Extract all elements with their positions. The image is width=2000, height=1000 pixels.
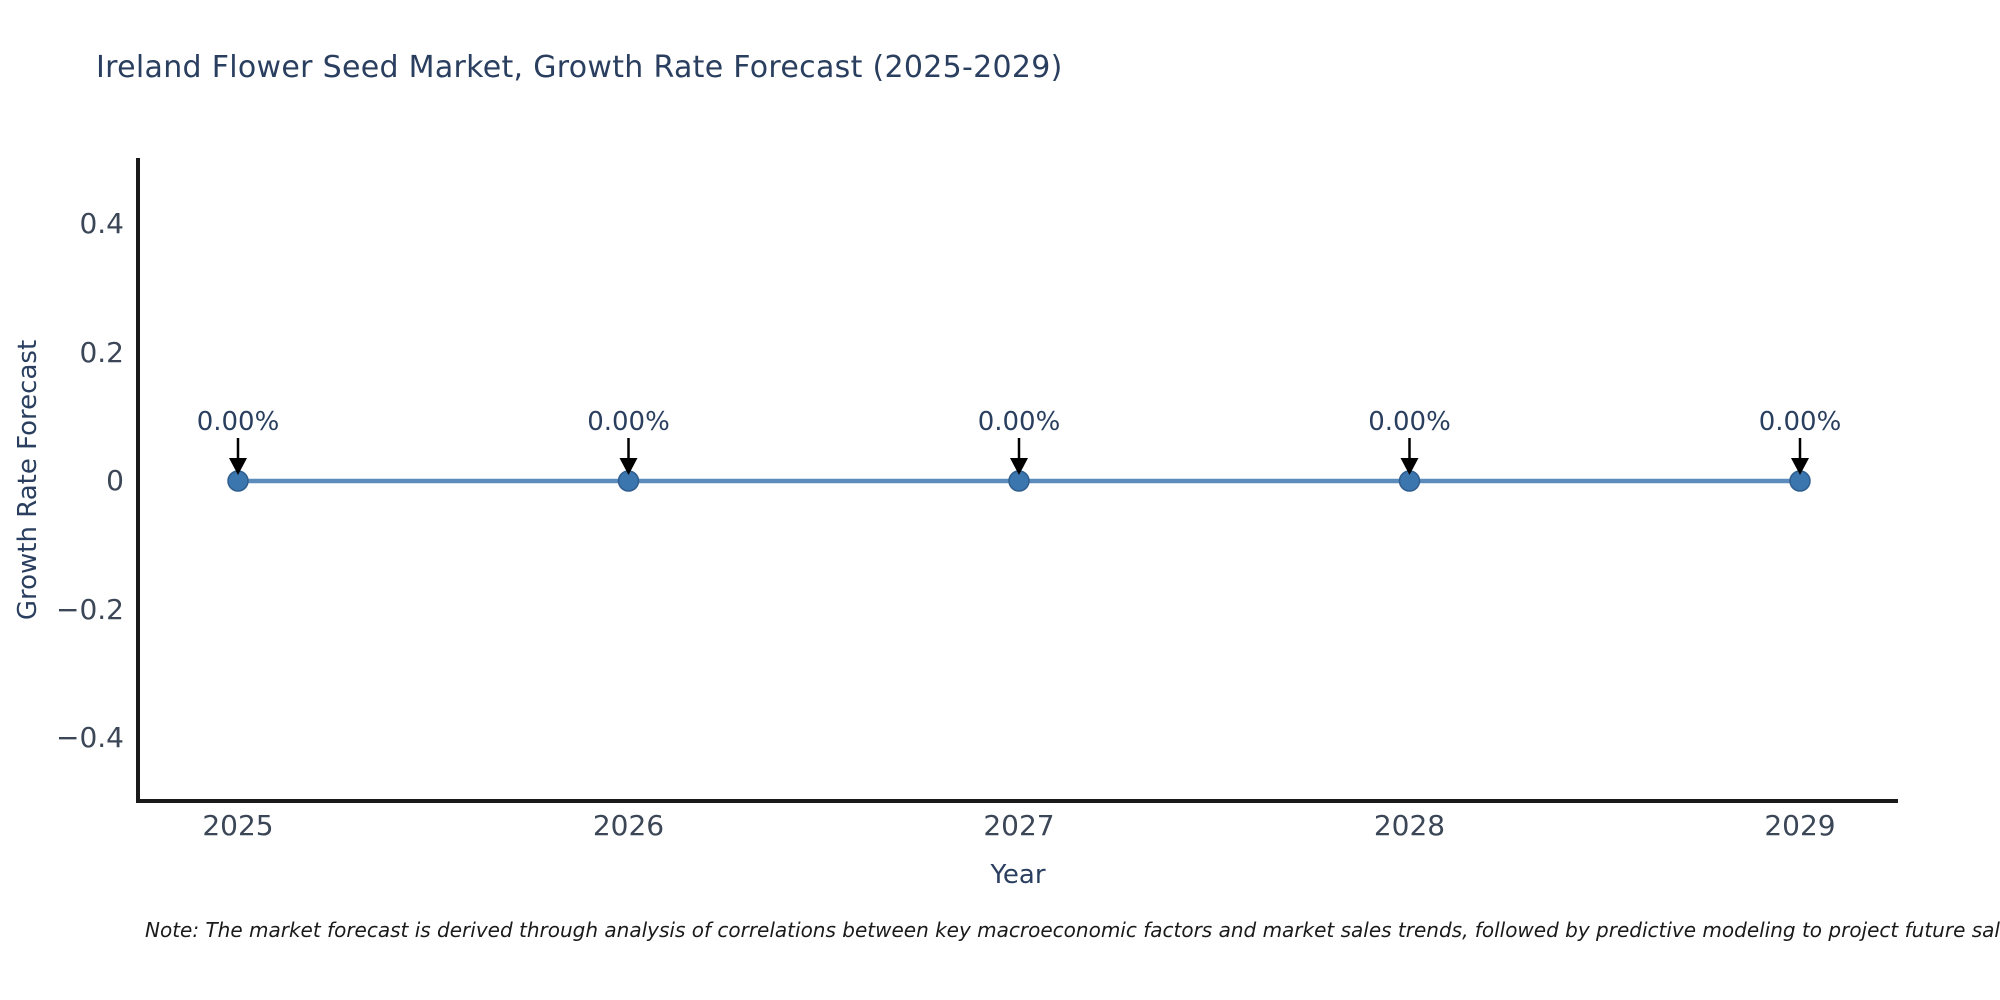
chart-title: Ireland Flower Seed Market, Growth Rate …: [96, 50, 1063, 85]
x-tick-label: 2025: [202, 809, 274, 842]
annotation-arrowhead: [619, 458, 638, 475]
annotation-arrowhead: [1010, 458, 1028, 475]
x-tick-label: 2029: [1764, 809, 1836, 842]
point-annotation-label: 0.00%: [1368, 407, 1451, 437]
x-axis-title: Year: [990, 860, 1046, 890]
point-annotation-label: 0.00%: [196, 407, 280, 437]
point-annotation-label: 0.00%: [977, 407, 1061, 437]
annotation-arrowhead: [229, 458, 247, 475]
footnote: Note: The market forecast is derived thr…: [145, 918, 2000, 942]
y-tick-label: −0.2: [56, 592, 124, 626]
annotation-arrowhead: [1791, 458, 1809, 475]
y-tick-label: −0.4: [56, 721, 124, 754]
x-tick-label: 2026: [592, 809, 665, 842]
annotation-arrowhead: [1400, 458, 1419, 475]
point-annotation-label: 0.00%: [587, 407, 670, 437]
point-annotation-label: 0.00%: [1758, 407, 1842, 437]
annotation-arrows: [229, 438, 1809, 475]
y-tick-label: 0.2: [79, 335, 124, 369]
x-tick-label: 2028: [1373, 809, 1446, 842]
x-tick-label: 2027: [983, 809, 1055, 842]
y-tick-label: 0: [106, 464, 124, 497]
series-layer: [227, 470, 1811, 492]
y-tick-label: 0.4: [79, 207, 124, 240]
